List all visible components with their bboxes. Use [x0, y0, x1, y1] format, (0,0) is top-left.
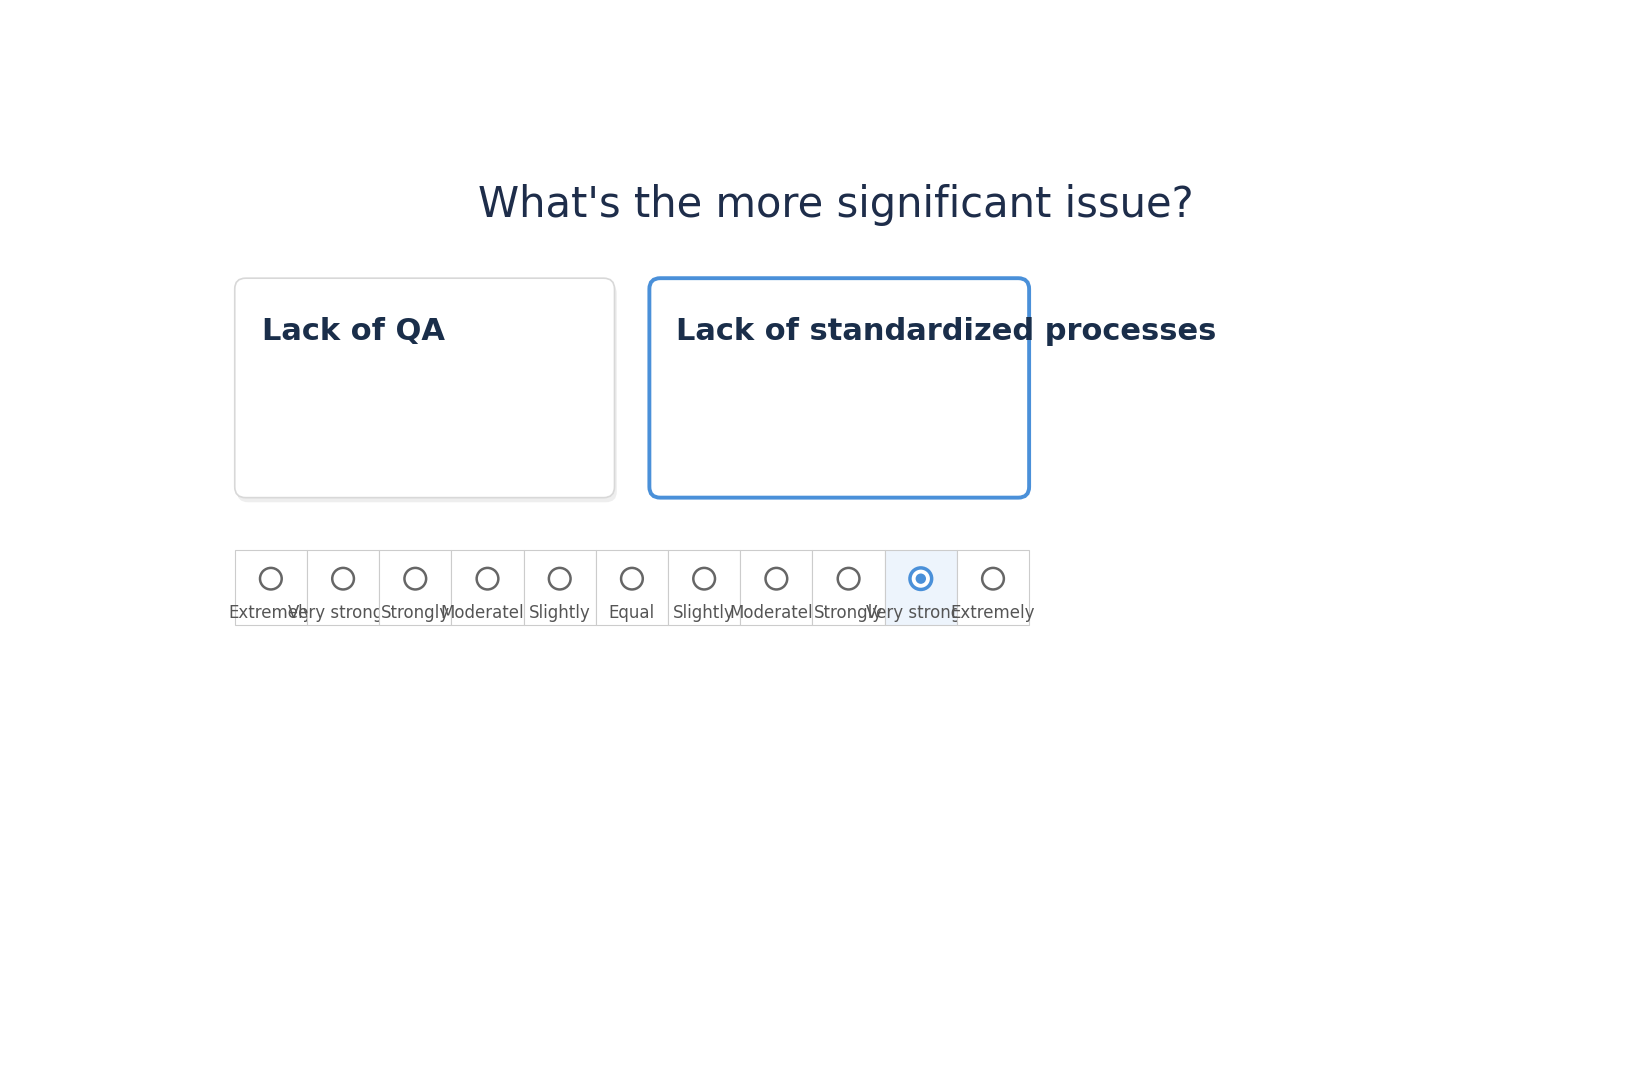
Text: Slightly: Slightly — [528, 604, 590, 622]
Text: Extremely: Extremely — [228, 604, 313, 622]
FancyBboxPatch shape — [957, 550, 1029, 625]
FancyBboxPatch shape — [740, 550, 812, 625]
Circle shape — [404, 568, 425, 589]
Circle shape — [621, 568, 642, 589]
FancyBboxPatch shape — [597, 550, 668, 625]
Text: Very strongly: Very strongly — [289, 604, 398, 622]
Circle shape — [476, 568, 499, 589]
Circle shape — [838, 568, 859, 589]
Text: Equal: Equal — [610, 604, 655, 622]
Circle shape — [916, 573, 926, 584]
Text: Slightly: Slightly — [673, 604, 735, 622]
Circle shape — [983, 568, 1004, 589]
Text: What's the more significant issue?: What's the more significant issue? — [478, 184, 1193, 226]
FancyBboxPatch shape — [812, 550, 885, 625]
FancyBboxPatch shape — [236, 283, 616, 503]
FancyBboxPatch shape — [668, 550, 740, 625]
Text: Lack of QA: Lack of QA — [262, 317, 445, 346]
Circle shape — [549, 568, 570, 589]
FancyBboxPatch shape — [523, 550, 597, 625]
FancyBboxPatch shape — [885, 550, 957, 625]
FancyBboxPatch shape — [452, 550, 523, 625]
Text: Moderately: Moderately — [440, 604, 535, 622]
Circle shape — [693, 568, 716, 589]
Text: Extremely: Extremely — [950, 604, 1035, 622]
Text: Very strongly: Very strongly — [866, 604, 976, 622]
Text: Strongly: Strongly — [813, 604, 883, 622]
FancyBboxPatch shape — [235, 550, 306, 625]
FancyBboxPatch shape — [380, 550, 452, 625]
Text: Moderately: Moderately — [730, 604, 823, 622]
Circle shape — [910, 568, 932, 589]
FancyBboxPatch shape — [235, 278, 615, 497]
Text: Strongly: Strongly — [381, 604, 450, 622]
FancyBboxPatch shape — [306, 550, 380, 625]
Text: Lack of standardized processes: Lack of standardized processes — [676, 317, 1218, 346]
Circle shape — [333, 568, 354, 589]
FancyBboxPatch shape — [649, 278, 1029, 497]
Circle shape — [261, 568, 282, 589]
Circle shape — [766, 568, 787, 589]
